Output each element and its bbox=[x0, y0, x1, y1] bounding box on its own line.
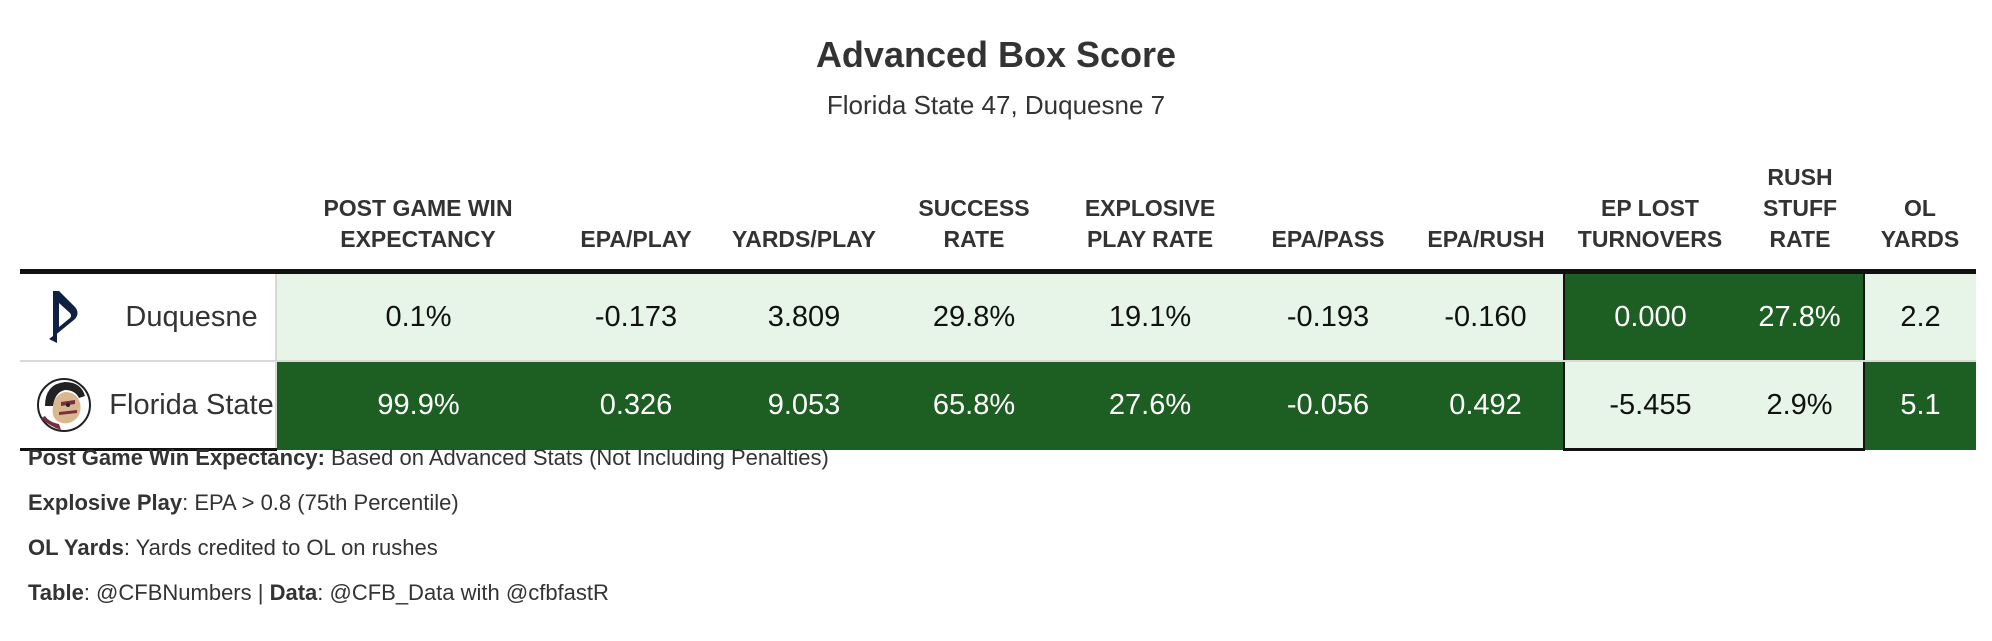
note-text: : @CFBNumbers | bbox=[83, 580, 270, 605]
fsu-seminole-logo-icon bbox=[37, 378, 91, 432]
footnotes: Post Game Win Expectancy: Based on Advan… bbox=[28, 443, 829, 623]
team-name: Florida State bbox=[108, 361, 277, 451]
header-ol-yards: OL YARDS bbox=[1864, 145, 1976, 274]
note-text: : Yards credited to OL on rushes bbox=[123, 535, 438, 560]
team-name: Duquesne bbox=[108, 271, 277, 362]
cell-epa-rush: 0.492 bbox=[1408, 361, 1564, 450]
table-row-florida-state: Florida State 99.9% 0.326 9.053 65.8% 27… bbox=[20, 361, 1976, 451]
cell-yards-play: 3.809 bbox=[712, 271, 896, 362]
note-text: Based on Advanced Stats (Not Including P… bbox=[324, 445, 829, 470]
table-row-duquesne: Duquesne 0.1% -0.173 3.809 29.8% 19.1% -… bbox=[20, 271, 1976, 362]
cell-success-rate: 65.8% bbox=[896, 361, 1052, 450]
note-text: : EPA > 0.8 (75th Percentile) bbox=[182, 490, 459, 515]
note-label: Post Game Win Expectancy: bbox=[28, 445, 325, 470]
cell-epa-play: -0.173 bbox=[560, 271, 712, 362]
note-text: : @CFB_Data with @cfbfastR bbox=[317, 580, 609, 605]
header-logo bbox=[20, 145, 108, 274]
cell-epa-pass: -0.056 bbox=[1248, 361, 1408, 450]
duquesne-logo-cell bbox=[20, 271, 108, 362]
header-success-rate: SUCCESS RATE bbox=[896, 145, 1052, 274]
header-epa-rush: EPA/RUSH bbox=[1408, 145, 1564, 274]
header-post-game-wp: POST GAME WIN EXPECTANCY bbox=[276, 145, 560, 274]
fsu-logo-cell bbox=[20, 361, 108, 451]
note-label: Explosive Play bbox=[28, 490, 183, 515]
cell-explosive-rate: 27.6% bbox=[1052, 361, 1248, 450]
note-label: OL Yards bbox=[28, 535, 124, 560]
cell-epa-rush: -0.160 bbox=[1408, 271, 1564, 362]
cell-post-game-wp: 0.1% bbox=[276, 271, 560, 362]
header-epa-pass: EPA/PASS bbox=[1248, 145, 1408, 274]
chart-subtitle: Florida State 47, Duquesne 7 bbox=[826, 90, 1166, 120]
cell-ep-lost-turnovers: 0.000 bbox=[1563, 271, 1736, 362]
note-ol-yards: OL Yards: Yards credited to OL on rushes bbox=[28, 533, 829, 578]
note-label: Data bbox=[269, 580, 318, 605]
note-credits: Table: @CFBNumbers | Data: @CFB_Data wit… bbox=[28, 578, 829, 623]
cell-success-rate: 29.8% bbox=[896, 271, 1052, 362]
header-rush-stuff-rate: RUSH STUFF RATE bbox=[1736, 145, 1864, 274]
header-team bbox=[108, 145, 276, 274]
cell-ol-yards: 5.1 bbox=[1864, 361, 1976, 450]
note-explosive-play: Explosive Play: EPA > 0.8 (75th Percenti… bbox=[28, 488, 829, 533]
header-epa-play: EPA/PLAY bbox=[560, 145, 712, 274]
cell-post-game-wp: 99.9% bbox=[276, 361, 560, 450]
header-yards-play: YARDS/PLAY bbox=[712, 145, 896, 274]
cell-explosive-rate: 19.1% bbox=[1052, 271, 1248, 362]
note-win-expectancy: Post Game Win Expectancy: Based on Advan… bbox=[28, 443, 829, 488]
cell-rush-stuff-rate: 27.8% bbox=[1736, 271, 1865, 362]
cell-yards-play: 9.053 bbox=[712, 361, 896, 450]
cell-epa-play: 0.326 bbox=[560, 361, 712, 450]
note-label: Table bbox=[28, 580, 84, 605]
cell-ep-lost-turnovers: -5.455 bbox=[1563, 361, 1736, 451]
cell-rush-stuff-rate: 2.9% bbox=[1736, 361, 1865, 451]
header-row: POST GAME WIN EXPECTANCY EPA/PLAY YARDS/… bbox=[20, 145, 1976, 274]
duquesne-logo-icon bbox=[49, 291, 78, 343]
header-explosive-rate: EXPLOSIVE PLAY RATE bbox=[1052, 145, 1248, 274]
cell-epa-pass: -0.193 bbox=[1248, 271, 1408, 362]
cell-ol-yards: 2.2 bbox=[1864, 271, 1976, 362]
box-score-table: POST GAME WIN EXPECTANCY EPA/PLAY YARDS/… bbox=[20, 145, 1976, 451]
chart-title: Advanced Box Score bbox=[815, 34, 1177, 75]
header-ep-lost-turnovers: EP LOST TURNOVERS bbox=[1564, 145, 1736, 274]
